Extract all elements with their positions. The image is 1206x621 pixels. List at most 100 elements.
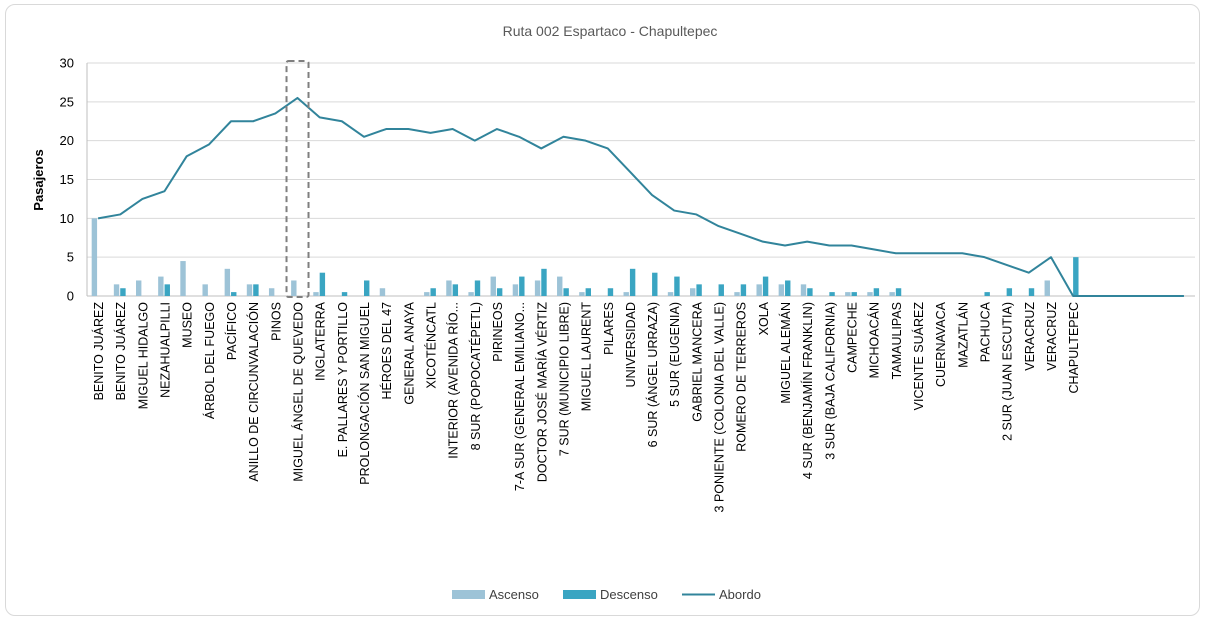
bar-ascenso xyxy=(734,292,740,296)
bar-ascenso xyxy=(490,276,496,296)
bar-descenso xyxy=(851,292,857,296)
x-tick-label: GENERAL ANAYA xyxy=(402,301,416,404)
chart-title: Ruta 002 Espartaco - Chapultepec xyxy=(503,23,718,39)
bar-ascenso xyxy=(1044,280,1050,296)
bar-descenso xyxy=(563,288,569,296)
legend-label: Descenso xyxy=(600,587,658,602)
bar-ascenso xyxy=(756,284,762,296)
x-tick-label: CHAPULTEPEC xyxy=(1067,302,1081,393)
x-tick-label: 8 SUR (POPOCATÉPETL) xyxy=(468,302,483,450)
y-tick-label: 10 xyxy=(60,211,74,226)
bar-ascenso xyxy=(690,288,696,296)
bar-descenso xyxy=(585,288,591,296)
bar-ascenso xyxy=(113,284,120,296)
bar-descenso xyxy=(452,284,459,296)
x-axis-ticks: BENITO JUÁREZ BENITO JUÁREZ MIGUEL HIDALGO… xyxy=(91,301,1081,512)
bar-descenso xyxy=(740,284,747,296)
abordo-line xyxy=(97,96,1184,297)
bar-descenso xyxy=(1006,288,1013,296)
bar-descenso xyxy=(120,288,126,296)
x-tick-label: 7-A SUR (GENERAL EMILIANO... xyxy=(513,302,527,491)
x-tick-label: HÉROES DEL 47 xyxy=(379,302,394,400)
bar-descenso xyxy=(231,292,237,296)
bar-ascenso xyxy=(557,276,563,296)
highlight-rect xyxy=(285,60,310,298)
line-abordo xyxy=(97,96,1184,297)
bar-ascenso xyxy=(446,280,452,296)
bar-descenso xyxy=(696,284,702,296)
x-tick-label: ANILLO DE CIRCUNVALACIÓN xyxy=(246,302,261,482)
x-tick-label: UNIVERSIDAD xyxy=(624,302,638,387)
bar-ascenso xyxy=(778,284,785,296)
x-tick-label: GABRIEL MANCERA xyxy=(690,301,704,421)
legend-swatch xyxy=(452,590,485,599)
bar-descenso xyxy=(430,288,436,296)
x-tick-label: PROLONGACIÓN SAN MIGUEL xyxy=(357,302,372,485)
x-tick-label: MIGUEL HIDALGO xyxy=(136,302,150,409)
x-tick-label: MICHOACÁN xyxy=(867,302,882,378)
x-tick-label: 2 SUR (JUAN ESCUTIA) xyxy=(1001,302,1015,441)
x-tick-label: MIGUEL ÁNGEL DE QUEVEDO xyxy=(291,302,306,482)
bar-ascenso xyxy=(579,292,585,296)
x-tick-label: ÁRBOL DEL FUEGO xyxy=(202,302,217,419)
gridlines xyxy=(86,62,1195,297)
x-tick-label: XICOTÉNCATL xyxy=(423,302,438,389)
bar-descenso xyxy=(895,288,902,296)
chart-frame xyxy=(5,4,1200,616)
x-tick-label: E. PALLARES Y PORTILLO xyxy=(336,302,350,458)
y-tick-label: 30 xyxy=(60,56,74,71)
bar-ascenso xyxy=(268,288,275,296)
legend: Ascenso Descenso Abordo xyxy=(452,587,761,602)
bar-descenso xyxy=(1028,288,1035,296)
bar-descenso xyxy=(674,276,680,296)
bar-ascenso xyxy=(379,288,386,296)
bar-ascenso xyxy=(91,218,98,296)
bar-ascenso xyxy=(667,292,674,296)
x-tick-label: 3 SUR (BAJA CALIFORNIA) xyxy=(823,302,837,460)
bar-descenso xyxy=(496,288,503,296)
bar-descenso xyxy=(319,272,326,296)
bar-descenso xyxy=(762,276,769,296)
bar-descenso xyxy=(519,276,525,296)
y-tick-label: 25 xyxy=(60,94,74,109)
x-tick-label: DOCTOR JOSÉ MARÍA VÉRTIZ xyxy=(534,302,549,482)
x-tick-label: ROMERO DE TERREROS xyxy=(735,302,749,452)
x-tick-label: 4 SUR (BENJAMÍN FRANKLIN) xyxy=(800,302,815,479)
x-tick-label: MUSEO xyxy=(181,302,195,348)
bar-descenso xyxy=(474,280,481,296)
bar-descenso xyxy=(785,280,791,296)
bar-descenso xyxy=(253,284,259,296)
x-tick-label: VICENTE SUÁREZ xyxy=(911,302,926,411)
x-tick-label: CAMPECHE xyxy=(846,302,860,373)
x-tick-label: BENITO JUÁREZ xyxy=(113,302,128,401)
bar-ascenso xyxy=(136,280,142,296)
x-tick-label: 5 SUR (EUGENIA) xyxy=(668,302,682,407)
bar-ascenso xyxy=(202,284,208,296)
bar-ascenso xyxy=(845,292,851,296)
y-tick-label: 20 xyxy=(60,133,74,148)
y-axis-label: Pasajeros xyxy=(31,149,46,210)
bar-ascenso xyxy=(313,292,319,296)
x-tick-label: PACÍFICO xyxy=(224,302,239,360)
x-tick-label: MIGUEL LAURENT xyxy=(580,302,594,412)
bar-ascenso xyxy=(889,292,895,296)
bar-descenso xyxy=(984,292,990,296)
bar-ascenso xyxy=(867,292,873,296)
x-tick-label: CUERNAVACA xyxy=(934,301,948,387)
bar-descenso xyxy=(1073,257,1079,296)
bar-descenso xyxy=(164,284,170,296)
highlight-box xyxy=(285,60,310,298)
bar-ascenso xyxy=(512,284,519,296)
x-tick-label: PACHUCA xyxy=(978,301,992,362)
x-tick-label: NEZAHUALPILLI xyxy=(159,302,173,398)
bar-descenso xyxy=(541,268,547,296)
x-tick-label: PINOS xyxy=(269,302,283,341)
x-tick-label: BENITO JUÁREZ xyxy=(91,302,106,401)
bar-descenso xyxy=(718,284,724,296)
legend-label: Ascenso xyxy=(489,587,539,602)
x-tick-label: TAMAULIPAS xyxy=(890,302,904,379)
bar-descenso xyxy=(873,288,880,296)
bar-ascenso xyxy=(291,280,297,296)
bar-descenso xyxy=(607,288,614,296)
